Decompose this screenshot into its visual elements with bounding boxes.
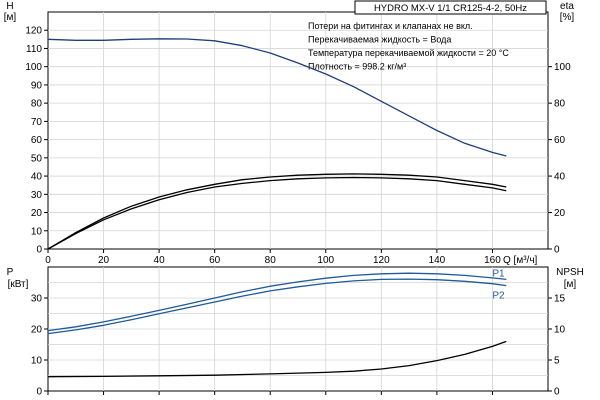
y-tick-label-left: 80 (31, 99, 43, 110)
y-axis-unit-right: [%] (560, 12, 575, 23)
y-tick-label-left: 20 (31, 325, 43, 336)
y-tick-label-left: 20 (31, 208, 43, 219)
y-tick-label-right: 80 (554, 99, 566, 110)
x-tick-label: 60 (209, 255, 221, 266)
y-axis-unit-left: [кВт] (8, 279, 29, 290)
y-tick-label-right: 0 (554, 387, 560, 398)
x-tick-label: 140 (429, 255, 446, 266)
y-tick-label-right: 40 (554, 172, 566, 183)
series-label: P2 (492, 291, 505, 302)
y-tick-label-left: 60 (31, 135, 43, 146)
chart-title-box (354, 0, 547, 15)
x-tick-label: 20 (98, 255, 110, 266)
chart-note: Температура перекачиваемой жидкости = 20… (308, 48, 509, 58)
top-plot-frame (47, 11, 549, 250)
y-tick-label-right: 15 (554, 294, 566, 305)
y-tick-label-right: 10 (554, 325, 566, 336)
y-tick-label-right: 0 (554, 245, 560, 256)
y-tick-label-left: 120 (25, 26, 42, 37)
y-tick-label-right: 20 (554, 208, 566, 219)
x-tick-label: 160 (484, 255, 501, 266)
y-tick-label-left: 30 (31, 294, 43, 305)
y-tick-label-left: 0 (36, 245, 42, 256)
y-axis-unit-right: [м] (564, 279, 577, 290)
chart-title: HYDRO MX-V 1/1 CR125-4-2, 50Hz (374, 3, 527, 14)
y-tick-label-right: 100 (554, 62, 571, 73)
series-line-1-0 (47, 272, 507, 332)
y-tick-label-left: 50 (31, 153, 43, 164)
chart-note: Перекачиваемая жидкость = Вода (308, 35, 451, 45)
x-tick-label: 120 (373, 255, 390, 266)
y-axis-title-left: P (7, 267, 14, 278)
series-line-1-2 (47, 340, 507, 378)
y-tick-label-left: 0 (36, 387, 42, 398)
y-tick-label-right: 5 (554, 356, 560, 367)
x-tick-label: 100 (317, 255, 334, 266)
x-axis-title: Q [м³/ч] (503, 255, 538, 266)
y-tick-label-left: 10 (31, 226, 43, 237)
y-tick-label-left: 100 (25, 62, 42, 73)
y-tick-label-left: 110 (26, 44, 42, 55)
y-tick-label-left: 90 (31, 80, 43, 91)
series-label: P1 (492, 268, 505, 279)
y-tick-label-right: 60 (554, 135, 566, 146)
y-tick-label-left: 30 (31, 190, 43, 201)
y-axis-unit-left: [м] (4, 12, 17, 23)
series-line-0-1 (47, 173, 507, 250)
y-tick-label-left: 70 (31, 117, 43, 128)
y-axis-title-right: NPSH (556, 267, 584, 278)
series-line-1-1 (47, 278, 507, 335)
x-tick-label: 40 (154, 255, 166, 266)
chart-note: Плотность = 998.2 кг/м³ (308, 62, 406, 72)
x-tick-label: 80 (265, 255, 277, 266)
y-tick-label-left: 40 (31, 172, 43, 183)
series-line-0-2 (47, 176, 507, 250)
y-axis-title-right: eta (560, 1, 574, 12)
series-line-0-0 (47, 38, 507, 157)
y-tick-label-left: 10 (31, 356, 43, 367)
y-axis-title-left: H (6, 1, 13, 12)
x-tick-label: 0 (45, 255, 51, 266)
chart-note: Потери на фитингах и клапанах не вкл. (308, 21, 473, 31)
